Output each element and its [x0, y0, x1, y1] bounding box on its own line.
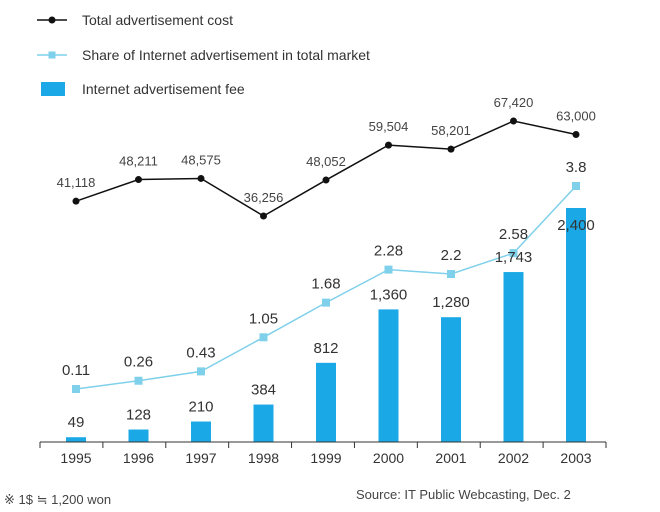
total-point-2000 — [385, 141, 392, 149]
total-label-1999: 48,052 — [306, 154, 346, 169]
source-note: Source: IT Public Webcasting, Dec. 2 — [356, 487, 571, 502]
x-tick-label-1997: 1997 — [185, 450, 216, 466]
share-label-1999: 1.68 — [311, 276, 340, 293]
x-tick-label-1999: 1999 — [310, 450, 341, 466]
total-label-2002: 67,420 — [494, 95, 534, 110]
x-tick-label-1995: 1995 — [60, 450, 91, 466]
share-point-2001 — [447, 270, 455, 279]
total-label-1997: 48,575 — [181, 152, 221, 167]
total-point-1997 — [197, 174, 205, 182]
fee-label-1996: 128 — [126, 407, 151, 424]
share-point-2002 — [509, 249, 518, 258]
fee-label-2001: 1,280 — [432, 294, 470, 311]
legend-share-marker — [48, 51, 56, 59]
total-point-2002 — [510, 117, 517, 125]
fee-label-1999: 812 — [313, 340, 338, 357]
total-point-1996 — [135, 176, 142, 184]
total-point-2001 — [447, 145, 455, 153]
total-label-1998: 36,256 — [244, 190, 284, 205]
share-point-1995 — [72, 385, 80, 393]
fee-bar-1999 — [316, 362, 336, 442]
x-tick-label-1996: 1996 — [123, 450, 154, 466]
total-point-1998 — [260, 212, 267, 220]
x-tick-label-2000: 2000 — [373, 450, 404, 466]
total-point-1999 — [322, 176, 330, 184]
share-point-2000 — [384, 265, 393, 274]
legend-share-label: Share of Internet advertisement in total… — [82, 47, 370, 63]
share-label-2000: 2.28 — [374, 243, 403, 260]
total-label-2003: 63,000 — [556, 108, 596, 123]
total-label-2001: 58,201 — [431, 123, 471, 138]
fee-label-1998: 384 — [251, 382, 276, 399]
fee-bar-2002 — [503, 272, 524, 442]
fee-label-2003: 2,400 — [557, 217, 595, 234]
fee-label-2000: 1,360 — [370, 286, 408, 303]
total-label-1995: 41,118 — [57, 175, 96, 190]
total-point-2003 — [572, 130, 580, 138]
share-label-1998: 1.05 — [249, 310, 278, 327]
fee-bar-1997 — [191, 421, 211, 442]
legend-fee-label: Internet advertisement fee — [82, 81, 245, 97]
x-tick-label-2001: 2001 — [435, 450, 466, 466]
fee-bar-2001 — [441, 317, 461, 442]
fee-label-1997: 210 — [188, 399, 213, 416]
x-tick-label-2002: 2002 — [498, 450, 529, 466]
share-label-2001: 2.2 — [441, 247, 462, 264]
fee-bar-1998 — [253, 404, 274, 442]
share-label-1996: 0.26 — [124, 354, 153, 371]
fee-bar-2000 — [378, 309, 399, 442]
legend-total-label: Total advertisement cost — [82, 12, 233, 28]
total-label-1996: 48,211 — [119, 154, 158, 169]
legend-total-marker — [48, 16, 56, 24]
fee-label-1995: 49 — [68, 414, 85, 431]
share-point-1999 — [322, 298, 330, 307]
share-point-1997 — [197, 367, 205, 376]
total-point-1995 — [72, 197, 80, 205]
share-label-1997: 0.43 — [186, 344, 215, 361]
share-label-2002: 2.58 — [499, 226, 528, 243]
x-tick-label-2003: 2003 — [560, 450, 591, 466]
total-label-2000: 59,504 — [369, 119, 409, 134]
share-point-1998 — [259, 333, 268, 342]
share-label-2003: 3.8 — [566, 159, 587, 176]
share-point-2003 — [572, 182, 580, 190]
legend-fee-swatch — [41, 82, 65, 96]
fee-bar-1996 — [128, 429, 149, 442]
share-label-1995: 0.11 — [62, 362, 90, 379]
x-tick-label-1998: 1998 — [248, 450, 279, 466]
footnote: ※ 1$ ≒ 1,200 won — [4, 492, 112, 507]
share-point-1996 — [134, 376, 143, 385]
fee-bar-1995 — [66, 437, 86, 442]
fee-bar-2003 — [566, 208, 586, 442]
fee-label-2002: 1,743 — [495, 249, 533, 266]
